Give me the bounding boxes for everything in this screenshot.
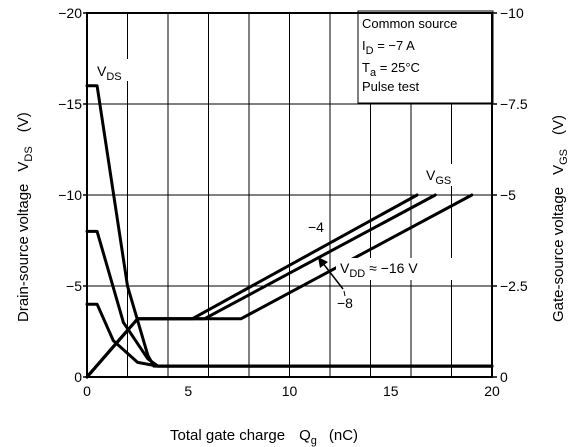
conditions-line3: Ta = 25°C [362, 60, 420, 79]
conditions-line4: Pulse test [362, 79, 419, 94]
conditions-line1: Common source [362, 16, 457, 31]
x-tick-label: 10 [282, 383, 298, 399]
conditions-box [357, 10, 494, 104]
y-left-tick-label: 0 [74, 369, 82, 385]
y-right-tick-label: −7.5 [500, 96, 528, 112]
y-right-tick-label: 0 [500, 369, 508, 385]
vds-curve-2 [85, 302, 494, 368]
vdd-arrowhead [318, 257, 328, 268]
y-left-tick-label: −5 [66, 278, 82, 294]
vdd-label: VDD ≈ −16 V [340, 260, 418, 280]
y-right-tick-label: −2.5 [500, 278, 528, 294]
y-left-tick-label: −10 [58, 187, 82, 203]
y-right-axis-title: Gate-source voltageVGS(V) [550, 115, 570, 322]
x-tick-label: 5 [184, 383, 192, 399]
x-axis-title: Total gate charge Qg (nC) [170, 427, 358, 447]
vgs-curve-5 [85, 193, 474, 379]
x-tick-label: 15 [383, 383, 399, 399]
minus8-leader [343, 290, 346, 297]
grid-lines [87, 13, 492, 377]
plot-frame [86, 12, 493, 378]
vgs-curve-label: VGS [426, 167, 451, 187]
y-right-tick-label: −5 [500, 187, 516, 203]
tick-labels: 0 5 10 15 200−5−10−15−200−2.5−5−7.5−10 [58, 5, 528, 399]
y-left-axis-title: Drain-source voltageVDS(V) [15, 112, 35, 322]
minus8-label: −8 [337, 295, 353, 311]
curves [85, 84, 494, 379]
y-left-tick-label: −15 [58, 96, 82, 112]
conditions-line2: ID = −7 A [362, 38, 415, 57]
minus4-label: −4 [308, 219, 324, 235]
vds-curve-label: VDS [97, 63, 122, 83]
y-right-tick-label: −10 [500, 5, 524, 21]
x-tick-label: 20 [484, 383, 500, 399]
vdd-arrow-line [321, 261, 344, 290]
x-tick-label: 0 [83, 383, 91, 399]
y-left-tick-label: −20 [58, 5, 82, 21]
